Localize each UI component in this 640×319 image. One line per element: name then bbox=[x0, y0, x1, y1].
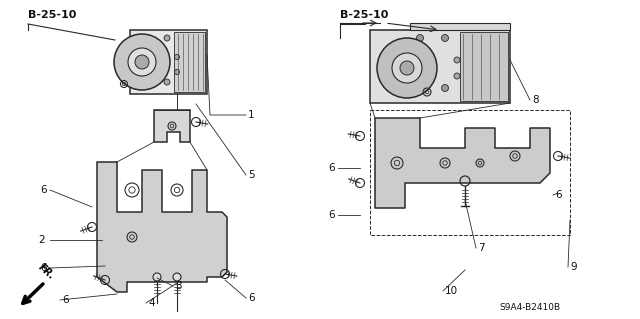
Polygon shape bbox=[460, 32, 508, 101]
Text: 6: 6 bbox=[328, 163, 335, 173]
Circle shape bbox=[400, 61, 414, 75]
Circle shape bbox=[392, 53, 422, 83]
Circle shape bbox=[442, 85, 449, 92]
Circle shape bbox=[173, 273, 181, 281]
Text: 6: 6 bbox=[40, 185, 47, 195]
Text: 8: 8 bbox=[532, 95, 539, 105]
Circle shape bbox=[442, 34, 449, 41]
Circle shape bbox=[164, 35, 170, 41]
Text: 5: 5 bbox=[248, 170, 255, 180]
Text: 7: 7 bbox=[478, 243, 484, 253]
Text: B-25-10: B-25-10 bbox=[340, 10, 388, 20]
Text: 6: 6 bbox=[248, 293, 255, 303]
Text: 6: 6 bbox=[40, 263, 47, 273]
Text: 6: 6 bbox=[62, 295, 68, 305]
Text: 3: 3 bbox=[175, 281, 182, 291]
Polygon shape bbox=[375, 118, 550, 208]
Text: 2: 2 bbox=[38, 235, 45, 245]
Text: 1: 1 bbox=[248, 110, 255, 120]
Circle shape bbox=[454, 57, 460, 63]
Circle shape bbox=[417, 85, 424, 92]
Polygon shape bbox=[97, 162, 227, 292]
Circle shape bbox=[454, 73, 460, 79]
Polygon shape bbox=[154, 110, 190, 142]
Text: 6: 6 bbox=[555, 190, 562, 200]
Circle shape bbox=[417, 34, 424, 41]
Polygon shape bbox=[130, 30, 207, 94]
Text: 6: 6 bbox=[328, 210, 335, 220]
Circle shape bbox=[135, 55, 149, 69]
Polygon shape bbox=[174, 32, 205, 92]
Circle shape bbox=[114, 34, 170, 90]
Text: 9: 9 bbox=[570, 262, 577, 272]
Text: FR.: FR. bbox=[36, 263, 56, 282]
Text: B-25-10: B-25-10 bbox=[28, 10, 76, 20]
Circle shape bbox=[175, 55, 179, 60]
Circle shape bbox=[128, 48, 156, 76]
Circle shape bbox=[164, 79, 170, 85]
Text: 4: 4 bbox=[148, 298, 155, 308]
Circle shape bbox=[377, 38, 437, 98]
Circle shape bbox=[175, 70, 179, 75]
Circle shape bbox=[153, 273, 161, 281]
Circle shape bbox=[137, 35, 143, 41]
Polygon shape bbox=[370, 30, 510, 103]
Text: S9A4-B2410B: S9A4-B2410B bbox=[499, 303, 561, 313]
Polygon shape bbox=[410, 23, 510, 30]
Bar bbox=[370, 110, 570, 235]
Circle shape bbox=[137, 79, 143, 85]
Text: 10: 10 bbox=[445, 286, 458, 296]
